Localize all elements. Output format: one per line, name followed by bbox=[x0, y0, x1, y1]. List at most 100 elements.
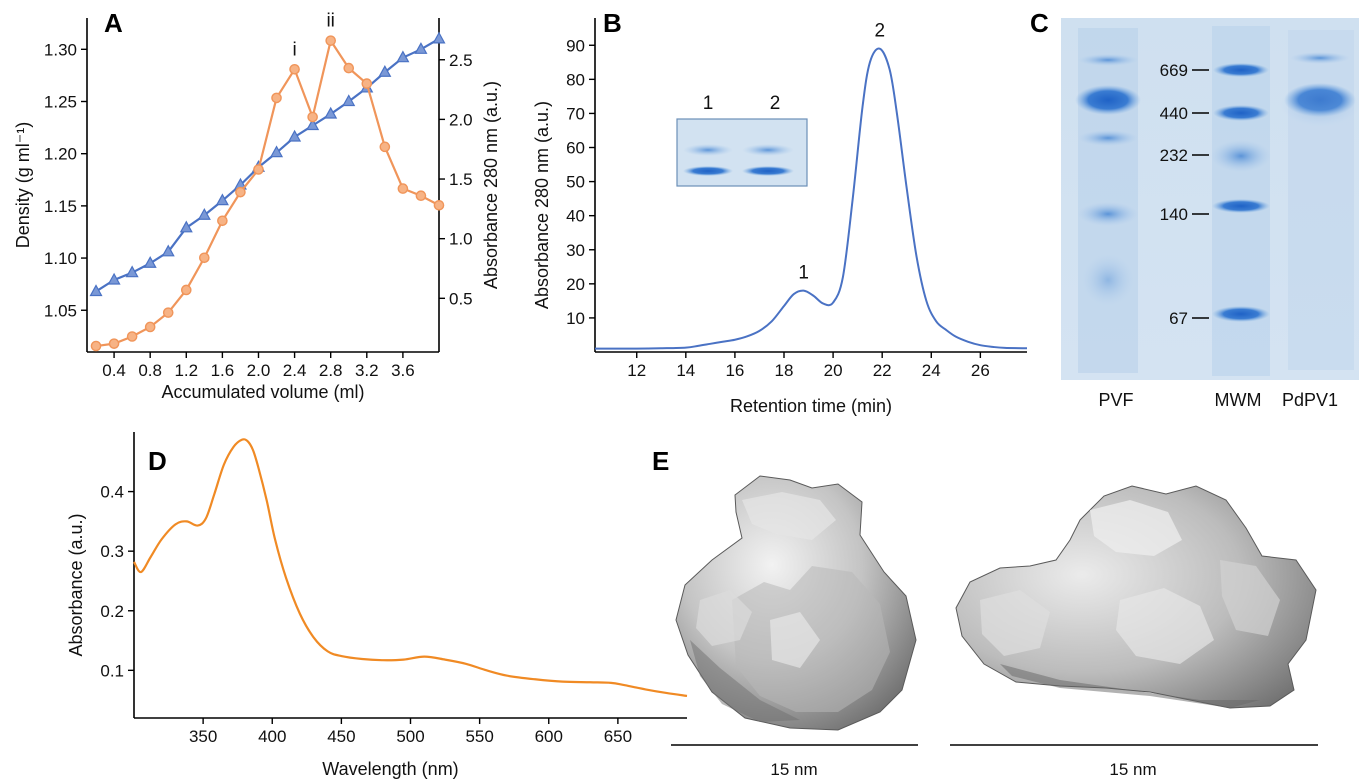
marker-band bbox=[1213, 63, 1269, 77]
gel-lane-mwm bbox=[1211, 26, 1271, 376]
y2-tick-label: 2.0 bbox=[449, 110, 473, 129]
scale-bar-right: 15 nm bbox=[950, 744, 1318, 779]
gel-band bbox=[1290, 52, 1350, 64]
x-tick-label: 2.4 bbox=[283, 361, 307, 380]
gel-lane-pdpv1 bbox=[1280, 30, 1360, 370]
gel-band bbox=[1280, 82, 1360, 126]
inset-band bbox=[742, 166, 794, 176]
inset-lane-label: 1 bbox=[703, 93, 714, 114]
chromatogram-trace bbox=[594, 47, 1028, 350]
y-tick-label: 80 bbox=[566, 70, 585, 89]
gel-band bbox=[1075, 85, 1141, 115]
scale-bar-label: 15 nm bbox=[1109, 760, 1156, 779]
em-reconstruction-view-2 bbox=[955, 485, 1317, 709]
y2-axis-label: Absorbance 280 nm (a.u.) bbox=[481, 81, 501, 289]
y-tick-label: 0.2 bbox=[100, 602, 124, 621]
data-point bbox=[361, 78, 373, 89]
x-axis-label: Retention time (min) bbox=[730, 396, 892, 416]
x-tick-label: 3.6 bbox=[391, 361, 415, 380]
data-point bbox=[144, 321, 156, 333]
peak-label: 1 bbox=[798, 263, 809, 284]
y-tick-label: 1.10 bbox=[44, 249, 77, 268]
data-point bbox=[125, 265, 139, 278]
inset-gel: 1 2 bbox=[676, 93, 808, 187]
data-point bbox=[253, 164, 264, 175]
x-tick-label: 650 bbox=[604, 727, 632, 746]
y-tick-label: 1.25 bbox=[44, 93, 77, 112]
data-point bbox=[89, 284, 103, 297]
x-tick-label: 2.0 bbox=[247, 361, 271, 380]
inset-band bbox=[683, 144, 733, 156]
data-point bbox=[143, 256, 157, 268]
data-point bbox=[415, 190, 427, 202]
gel-smear bbox=[1082, 254, 1134, 306]
data-point bbox=[342, 94, 356, 107]
x-tick-label: 16 bbox=[725, 361, 744, 380]
data-point bbox=[378, 65, 392, 77]
x-tick-label: 450 bbox=[327, 727, 355, 746]
data-point bbox=[217, 215, 228, 227]
panel-label-c: C bbox=[1030, 8, 1049, 38]
marker-label: 67 bbox=[1169, 309, 1188, 328]
data-point bbox=[107, 272, 121, 285]
panel-label-e: E bbox=[652, 446, 669, 476]
data-point bbox=[289, 63, 300, 75]
x-tick-label: 0.8 bbox=[138, 361, 162, 380]
density-gradient-chart: 0.4 0.8 1.2 1.6 2.0 2.4 2.8 3.2 3.6 1.05 1.10 1.15 1… bbox=[13, 11, 501, 402]
data-point bbox=[397, 183, 409, 194]
marker-band bbox=[1211, 140, 1271, 172]
y-tick-label: 0.1 bbox=[100, 661, 124, 680]
marker-band bbox=[1212, 199, 1270, 213]
x-axis-label: Wavelength (nm) bbox=[322, 759, 458, 779]
x-tick-label: 3.2 bbox=[355, 361, 379, 380]
y-tick-label: 30 bbox=[566, 241, 585, 260]
marker-label: 232 bbox=[1160, 146, 1188, 165]
marker-labels: 669 440 232 140 67 bbox=[1160, 61, 1209, 328]
y-tick-label: 10 bbox=[566, 309, 585, 328]
data-point bbox=[325, 35, 336, 46]
gel-band bbox=[1078, 130, 1138, 146]
data-point bbox=[179, 220, 193, 233]
x-tick-label: 550 bbox=[465, 727, 493, 746]
y-tick-label: 1.05 bbox=[44, 301, 77, 320]
data-point bbox=[379, 141, 391, 153]
data-point bbox=[197, 208, 211, 220]
data-point bbox=[215, 193, 229, 206]
x-axis-label: Accumulated volume (ml) bbox=[161, 382, 364, 402]
data-point bbox=[307, 111, 318, 123]
y-tick-label: 90 bbox=[566, 36, 585, 55]
native-page-gel: 669 440 232 140 67 PVF MWM PdPV1 bbox=[1061, 18, 1360, 410]
gel-lane-pvf bbox=[1075, 28, 1141, 373]
panel-label-a: A bbox=[104, 8, 123, 38]
lane-label-pdpv1: PdPV1 bbox=[1282, 390, 1338, 410]
absorbance-spectrum-chart: 350 400 450 500 550 600 650 0.1 0.2 0.3 0.4 Wavelen… bbox=[66, 432, 688, 779]
x-tick-label: 20 bbox=[824, 361, 843, 380]
data-point bbox=[396, 50, 410, 63]
y-tick-label: 0.4 bbox=[100, 483, 124, 502]
peak-annotation: i bbox=[292, 39, 296, 60]
y2-tick-label: 0.5 bbox=[449, 289, 473, 308]
data-point bbox=[306, 118, 320, 131]
y-tick-label: 50 bbox=[566, 173, 585, 192]
y-axis-label: Absorbance 280 nm (a.u.) bbox=[532, 101, 552, 309]
lane-label-pvf: PVF bbox=[1098, 390, 1133, 410]
data-point bbox=[270, 145, 284, 158]
data-point bbox=[324, 106, 338, 119]
peak-annotation: ii bbox=[326, 11, 334, 32]
x-tick-label: 600 bbox=[535, 727, 563, 746]
data-point bbox=[432, 31, 446, 44]
inset-lane-label: 2 bbox=[770, 93, 781, 114]
marker-label: 669 bbox=[1160, 61, 1188, 80]
data-point bbox=[288, 129, 302, 142]
data-point bbox=[433, 199, 445, 211]
gel-band bbox=[1078, 202, 1138, 226]
y2-tick-label: 1.5 bbox=[449, 170, 473, 189]
y2-tick-label: 2.5 bbox=[449, 51, 473, 70]
panel-label-d: D bbox=[148, 446, 167, 476]
data-point bbox=[126, 331, 138, 342]
x-tick-label: 500 bbox=[396, 727, 424, 746]
y-tick-label: 0.3 bbox=[100, 542, 124, 561]
panel-label-b: B bbox=[603, 8, 622, 38]
scale-bar-label: 15 nm bbox=[770, 760, 817, 779]
